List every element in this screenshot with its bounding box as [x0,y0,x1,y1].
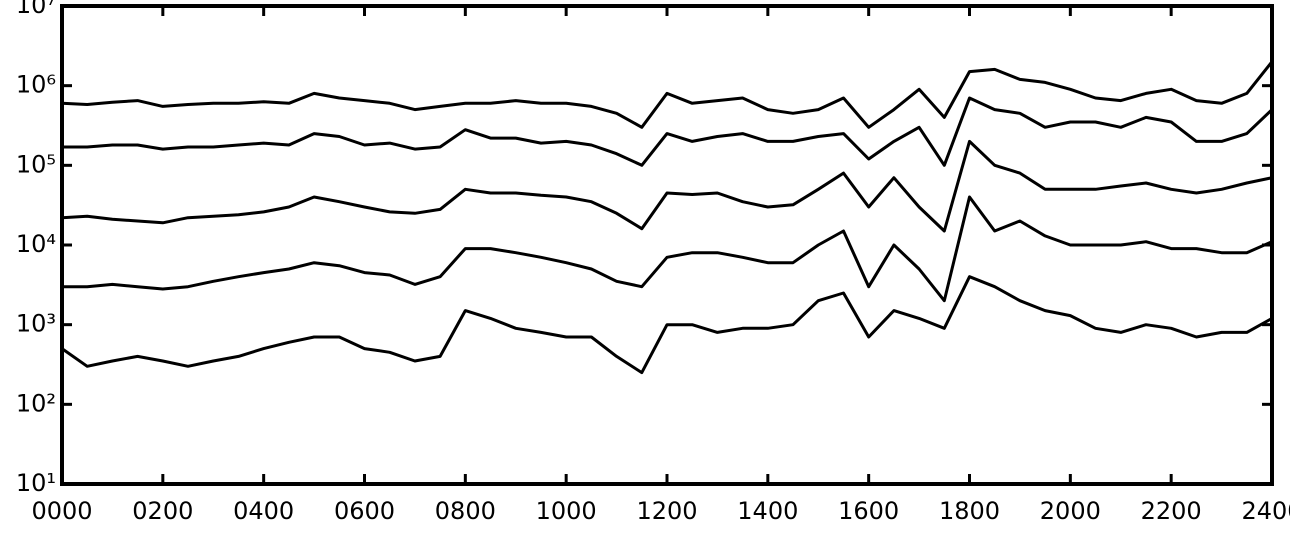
x-tick-label: 0400 [233,497,294,525]
y-tick-label: 10⁵ [16,150,56,178]
y-tick-label: 10⁴ [16,230,56,258]
x-tick-label: 1400 [737,497,798,525]
x-tick-label: 0200 [132,497,193,525]
y-tick-label: 10⁶ [16,71,56,99]
x-tick-label: 2000 [1040,497,1101,525]
x-tick-label: 1800 [939,497,1000,525]
line-series [62,195,1273,303]
y-tick-label: 10⁷ [16,0,56,19]
line-series [61,275,1273,375]
x-tick-label: 1000 [536,497,597,525]
y-tick-label: 10³ [16,310,56,338]
line-series [61,60,1274,129]
y-tick-label: 10² [16,389,56,417]
x-tick-label: 2200 [1141,497,1202,525]
line-series [62,96,1274,167]
y-tick-label: 10¹ [16,469,56,497]
x-tick-label: 0000 [31,497,92,525]
x-tick-label: 1600 [838,497,899,525]
x-tick-label: 0800 [435,497,496,525]
x-tick-label: 0600 [334,497,395,525]
line-series [61,139,1273,233]
x-tick-label: 1200 [636,497,697,525]
x-tick-label: 2400 [1241,497,1290,525]
